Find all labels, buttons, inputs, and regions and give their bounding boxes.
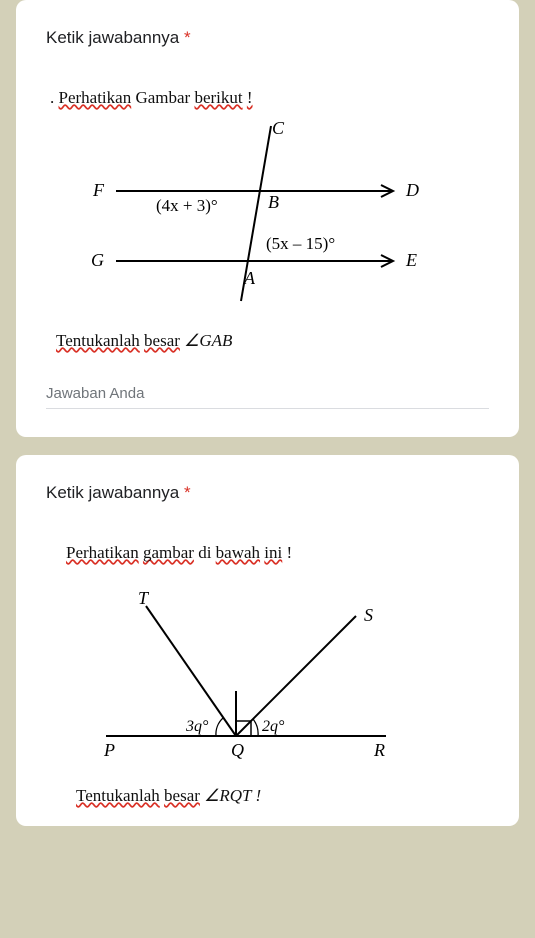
required-asterisk: * [184, 28, 191, 47]
answer-input[interactable] [46, 377, 489, 409]
ask-angle: ∠RQT ! [204, 786, 261, 805]
question-card-1: Ketik jawabannya * . Perhatikan Gambar b… [16, 0, 519, 437]
question-title: Ketik jawabannya * [46, 483, 489, 503]
question-ask: Tentukanlah besar ∠GAB [56, 331, 489, 351]
question-card-2: Ketik jawabannya * Perhatikan gambar di … [16, 455, 519, 826]
diagram-2: T S P Q R 3q° 2q° [76, 571, 489, 776]
line-QS [236, 616, 356, 736]
label-G: G [91, 250, 104, 270]
expr-4x3: (4x + 3)° [156, 196, 218, 215]
prompt-word: ini [264, 543, 282, 562]
arc-3q-icon [216, 718, 223, 736]
ask-word: Tentukanlah [76, 786, 160, 805]
ask-word: besar [164, 786, 200, 805]
label-D: D [405, 180, 419, 200]
ask-angle: ∠GAB [184, 331, 232, 350]
prompt-mid: Gambar [135, 88, 194, 107]
prompt-word: gambar [143, 543, 194, 562]
label-B: B [268, 192, 279, 212]
expr-3q: 3q° [185, 718, 209, 735]
label-F: F [92, 180, 105, 200]
prompt-word: Perhatikan [66, 543, 139, 562]
prompt-bang: ! [287, 543, 293, 562]
diagram-svg: T S P Q R 3q° 2q° [76, 571, 416, 771]
expr-5x15: (5x – 15)° [266, 234, 335, 253]
label-C: C [272, 118, 285, 138]
label-S: S [364, 605, 373, 625]
expr-2q: 2q° [262, 718, 285, 735]
label-Q: Q [231, 740, 244, 760]
label-T: T [138, 588, 150, 608]
line-QT [146, 606, 236, 736]
label-E: E [405, 250, 417, 270]
label-A: A [243, 268, 256, 288]
question-ask: Tentukanlah besar ∠RQT ! [76, 786, 489, 806]
prompt-word: berikut [194, 88, 242, 107]
prompt-dot: . [50, 88, 54, 107]
arc-2q-icon [253, 719, 258, 736]
required-asterisk: * [184, 483, 191, 502]
prompt-word: bawah [216, 543, 260, 562]
title-text: Ketik jawabannya [46, 483, 179, 502]
ask-word: besar [144, 331, 180, 350]
question-title: Ketik jawabannya * [46, 28, 489, 48]
prompt-word: Perhatikan [59, 88, 132, 107]
label-P: P [103, 740, 115, 760]
question-prompt: . Perhatikan Gambar berikut ! [50, 88, 489, 108]
diagram-svg: C F D G E B A (4x + 3)° (5x – 15)° [56, 116, 436, 316]
label-R: R [373, 740, 385, 760]
question-prompt: Perhatikan gambar di bawah ini ! [66, 543, 489, 563]
ask-word: Tentukanlah [56, 331, 140, 350]
diagram-1: C F D G E B A (4x + 3)° (5x – 15)° [56, 116, 489, 321]
title-text: Ketik jawabannya [46, 28, 179, 47]
